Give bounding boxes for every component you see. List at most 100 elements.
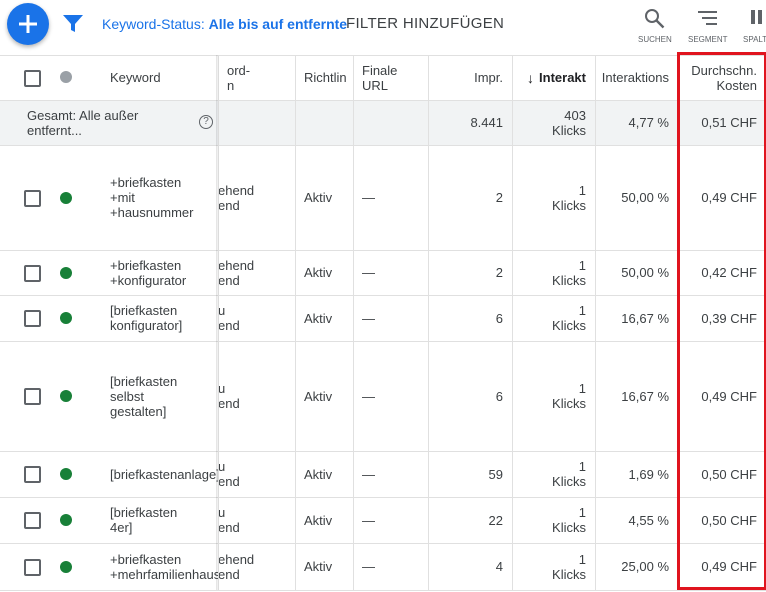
cell-url: —	[362, 512, 375, 528]
column-header[interactable]: Interaktions	[601, 70, 669, 85]
column-header[interactable]: Finale URL	[362, 62, 398, 93]
columns-icon[interactable]	[750, 9, 766, 27]
cell-rate: 25,00 %	[621, 559, 669, 574]
cell-rate: 50,00 %	[621, 265, 669, 280]
cell-keyword[interactable]: [briefkasten konfigurator]	[110, 303, 183, 333]
filter-label: Keyword-Status:	[102, 16, 205, 32]
cell-impr: 4	[495, 559, 503, 574]
row-divider	[0, 543, 766, 544]
cell-policy: Aktiv	[304, 190, 333, 205]
add-filter[interactable]: FILTER HINZUFÜGEN	[346, 15, 505, 32]
column-divider	[295, 55, 296, 590]
cell-cost: 0,42 CHF	[701, 265, 757, 280]
cell-status: u end	[218, 381, 240, 411]
cell-impr: 6	[495, 310, 503, 326]
cell-cost: 0,50 CHF	[701, 466, 757, 482]
cell-status: u end	[218, 505, 240, 535]
cell-rate: 1,69 %	[628, 466, 669, 482]
cell-impr: 22	[488, 512, 503, 528]
row-divider	[0, 341, 766, 342]
cell-policy: Aktiv	[304, 512, 333, 528]
cell-url: —	[362, 559, 375, 574]
cell-interactions: 1 Klicks	[552, 505, 586, 535]
cell-rate: 4,55 %	[628, 512, 669, 528]
filter-chip[interactable]: Keyword-Status: Alle bis auf entfernte	[102, 16, 347, 32]
cell-interactions: 1 Klicks	[552, 459, 586, 489]
checkbox[interactable]	[24, 512, 41, 529]
column-header[interactable]: Richtlin	[304, 70, 347, 85]
cell-keyword[interactable]: +briefkasten +mit +hausnummer	[110, 175, 194, 220]
cell-url: —	[362, 265, 375, 280]
cell-status: u end	[218, 303, 240, 333]
column-header[interactable]: ord- n	[227, 62, 251, 93]
segment-icon[interactable]	[697, 10, 719, 28]
cell-impr: 2	[495, 190, 503, 205]
row-divider	[0, 451, 766, 452]
checkbox[interactable]	[24, 558, 41, 576]
filter-value: Alle bis auf entfernte	[208, 16, 348, 32]
column-divider	[512, 55, 513, 590]
tool-label: SEGMENT	[688, 35, 728, 44]
column-divider	[353, 55, 354, 590]
cell-impr: 2	[495, 265, 503, 280]
checkbox[interactable]	[24, 310, 41, 327]
cell-interactions: 1 Klicks	[552, 303, 586, 333]
row-divider	[0, 295, 766, 296]
tool-label: SUCHEN	[638, 35, 672, 44]
status-dot	[60, 71, 72, 83]
frozen-shadow	[216, 55, 219, 590]
cell-keyword[interactable]: [briefkastenanlage]	[110, 466, 218, 482]
cell-url: —	[362, 388, 375, 404]
cell-policy: Aktiv	[304, 466, 333, 482]
status-dot	[60, 390, 72, 402]
cell-interactions: 1 Klicks	[552, 182, 586, 213]
cell-keyword[interactable]: [briefkasten 4er]	[110, 505, 178, 535]
search-icon[interactable]	[644, 8, 666, 30]
status-dot	[60, 266, 72, 279]
column-divider	[595, 55, 596, 590]
cell-policy: Aktiv	[304, 559, 333, 574]
cell-rate: 16,67 %	[621, 310, 669, 326]
cell-status: ehend end	[218, 257, 255, 288]
header-bg	[0, 55, 766, 100]
column-divider	[428, 55, 429, 590]
add-button[interactable]	[7, 3, 49, 45]
cell-rate: 50,00 %	[621, 190, 669, 205]
total-impr: 8.441	[470, 115, 503, 130]
total-rate: 4,77 %	[628, 115, 669, 130]
filter-icon[interactable]	[62, 14, 84, 34]
cell-keyword[interactable]: +briefkasten +konfigurator	[110, 257, 187, 288]
column-header[interactable]: Keyword	[110, 70, 161, 85]
highlight-box	[677, 52, 766, 590]
cell-cost: 0,50 CHF	[701, 512, 757, 528]
checkbox[interactable]	[24, 189, 41, 207]
cell-impr: 59	[488, 466, 503, 482]
checkbox[interactable]	[24, 388, 41, 405]
cell-cost: 0,39 CHF	[701, 310, 757, 326]
cell-cost: 0,49 CHF	[701, 190, 757, 205]
checkbox[interactable]	[24, 70, 41, 87]
cell-cost: 0,49 CHF	[701, 559, 757, 574]
column-header[interactable]: Impr.	[474, 70, 503, 85]
cell-interactions: 1 Klicks	[552, 551, 586, 582]
cell-url: —	[362, 190, 375, 205]
row-divider	[0, 250, 766, 251]
cell-policy: Aktiv	[304, 265, 333, 280]
checkbox[interactable]	[24, 466, 41, 483]
checkbox[interactable]	[24, 264, 41, 282]
total-bg	[0, 100, 766, 145]
cell-cost: 0,49 CHF	[701, 388, 757, 404]
column-header[interactable]: Durchschn. Kosten	[691, 62, 757, 93]
cell-interactions: 1 Klicks	[552, 381, 586, 411]
column-header[interactable]: Interakt	[539, 70, 586, 85]
row-divider	[0, 497, 766, 498]
cell-keyword[interactable]: +briefkasten +mehrfamilienhaus	[110, 551, 218, 582]
status-dot	[60, 312, 72, 324]
cell-url: —	[362, 310, 375, 326]
help-icon: ?	[199, 115, 213, 129]
cell-keyword[interactable]: [briefkasten selbst gestalten]	[110, 373, 178, 419]
tool-label: SPALT	[743, 35, 766, 44]
status-dot	[60, 514, 72, 526]
row-divider	[0, 55, 766, 56]
